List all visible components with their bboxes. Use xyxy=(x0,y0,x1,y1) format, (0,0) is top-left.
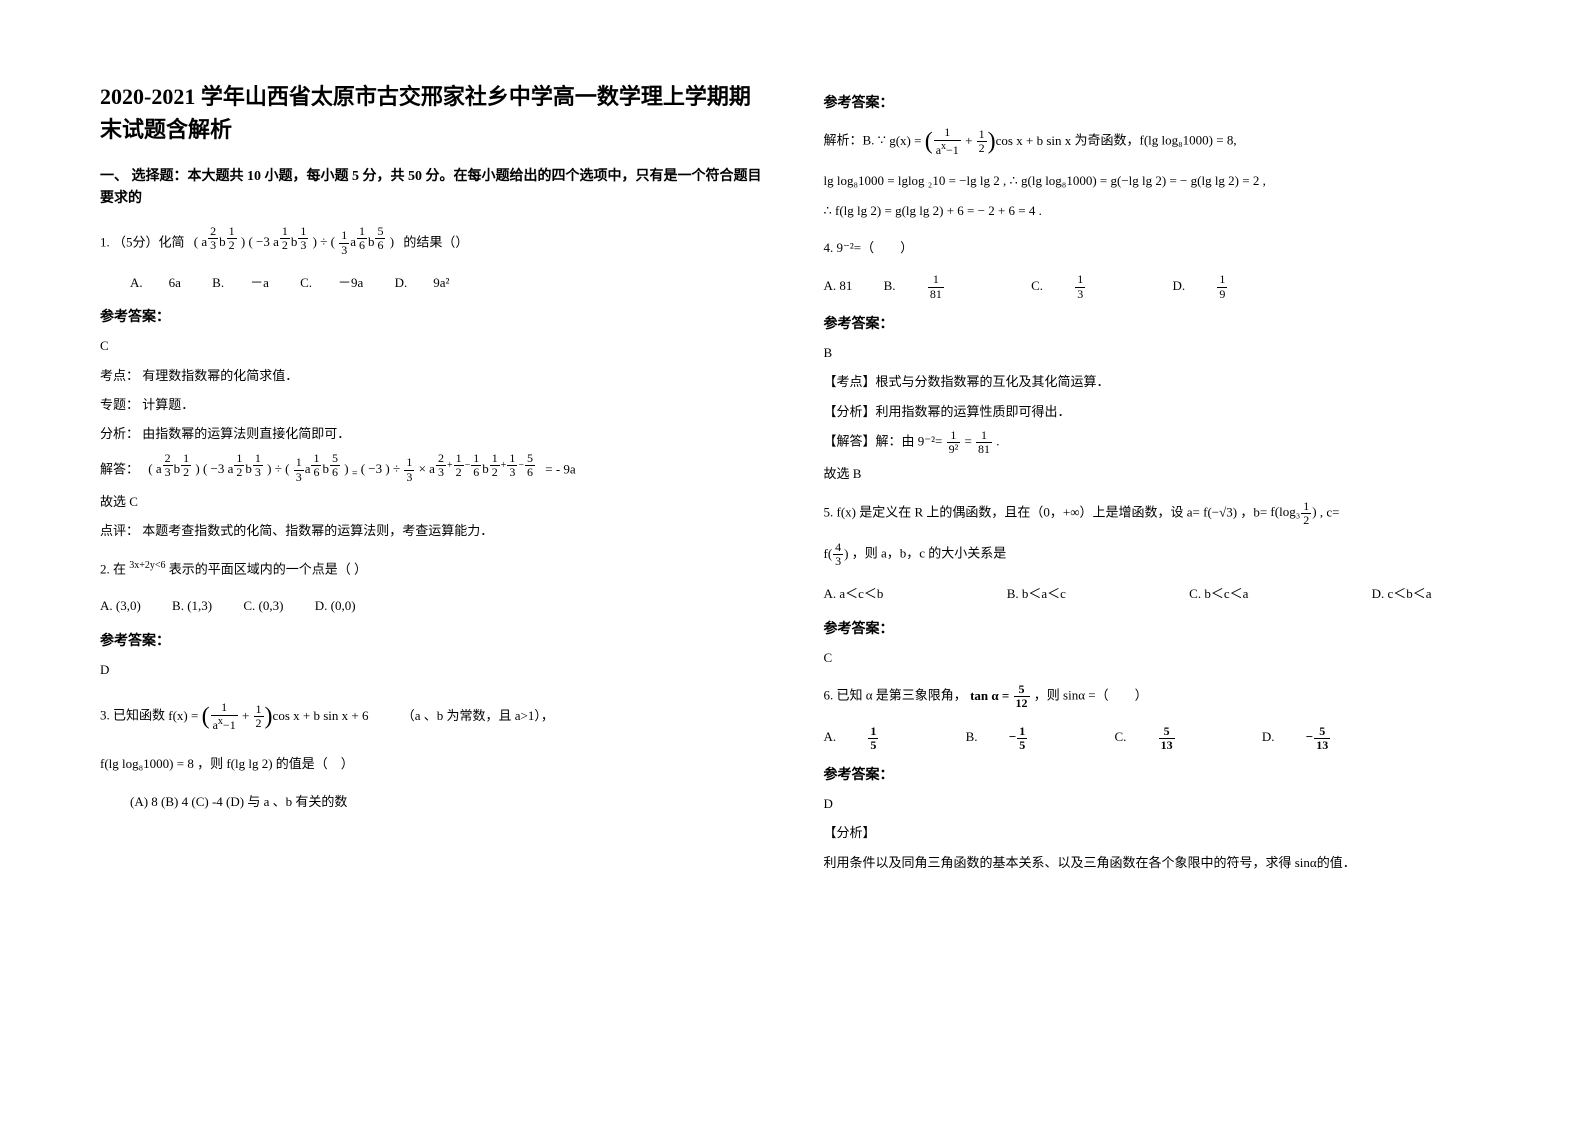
q6-tan-expr: tan α = 512 xyxy=(970,688,1030,703)
q1-solve: 解答： ( a23b12 ) ( −3 a12b13 ) ÷ ( 13a16b5… xyxy=(100,452,764,484)
q4-answer-label: 参考答案： xyxy=(824,313,1488,333)
q6-options: A. 15 B. −15 C. 513 D. −513 xyxy=(824,725,1488,752)
q4-options: A. 81 B. 181 C. 13 D. 19 xyxy=(824,273,1488,300)
question-1: 1. （5分）化简 ( a23b12 ) ( −3 a12b13 ) ÷ ( 1… xyxy=(100,225,764,257)
q5-a-expr: f(−√3) xyxy=(1203,504,1237,519)
q6-optB: B. xyxy=(966,725,978,748)
q4-optB: B. xyxy=(884,274,896,297)
q1-optC: C. －9a xyxy=(300,271,363,294)
q4-point: 【考点】根式与分数指数幂的互化及其化简运算． xyxy=(824,370,1488,393)
q3-sol-gx: g(x) = (1ax−1 + 12)cos x + b sin x xyxy=(889,133,1074,148)
q1-solve-prefix: 解答： xyxy=(100,461,139,476)
q5-b: ，b= xyxy=(1240,504,1267,519)
q3-line2b: ，则 f(lg lg 2) 的值是（ ） xyxy=(197,756,354,771)
section-header: 一、 选择题：本大题共 10 小题，每小题 5 分，共 50 分。在每小题给出的… xyxy=(100,166,764,211)
q2-optA: A. (3,0) xyxy=(100,594,141,617)
q1-prefix: 1. （5分）化简 xyxy=(100,234,185,249)
q2-expr: 3x+2y<6 xyxy=(129,560,165,571)
main-title: 2020-2021 学年山西省太原市古交邢家社乡中学高一数学理上学期期末试题含解… xyxy=(100,80,764,146)
q2-suffix: 表示的平面区域内的一个点是（ ） xyxy=(169,561,367,576)
q5-line2: ，则 a，b，c 的大小关系是 xyxy=(852,546,1007,561)
q3-prefix: 3. 已知函数 xyxy=(100,708,165,723)
q1-comment: 点评： 本题考查指数式的化简、指数幂的运算法则，考查运算能力． xyxy=(100,519,764,542)
q4-solve: 【解答】解：由 9⁻²= 19² = 181 . xyxy=(824,429,1488,456)
q6-optC: C. xyxy=(1114,725,1126,748)
q6-optB-wrap: B. −15 xyxy=(966,725,1084,752)
q2-optB: B. (1,3) xyxy=(172,594,212,617)
q6-prefix: 6. 已知 α 是第三象限角， xyxy=(824,688,967,703)
q2-optD: D. (0,0) xyxy=(315,594,356,617)
q2-answer-label: 参考答案： xyxy=(100,630,764,650)
q3-expr: f(x) = (1ax−1 + 12)cos x + b sin x + 6 xyxy=(168,708,371,723)
q5-options: A. a＜c＜b B. b＜a＜c C. b＜c＜a D. c＜b＜a xyxy=(824,582,1488,605)
question-3: 3. 已知函数 f(x) = (1ax−1 + 12)cos x + b sin… xyxy=(100,695,764,738)
q6-optD: D. xyxy=(1262,725,1275,748)
q6-optD-wrap: D. −513 xyxy=(1262,725,1386,752)
q5-c-expr: f(43) xyxy=(824,546,849,561)
q4-optD: D. xyxy=(1172,274,1185,297)
q4-optC-wrap: C. 13 xyxy=(1031,273,1141,300)
q5-optB: B. b＜a＜c xyxy=(1007,582,1066,605)
q4-analysis: 【分析】利用指数幂的运算性质即可得出． xyxy=(824,400,1488,423)
q1-optB: B. －a xyxy=(212,271,269,294)
q3-sol-line3: ∴ f(lg lg 2) = g(lg lg 2) + 6 = − 2 + 6 … xyxy=(824,199,1488,222)
q4-optD-wrap: D. 19 xyxy=(1172,273,1283,300)
q1-topic: 专题： 计算题． xyxy=(100,393,764,416)
q3-sol-line1: 解析：B. ∵ g(x) = (1ax−1 + 12)cos x + b sin… xyxy=(824,120,1488,163)
q1-analysis: 分析： 由指数幂的运算法则直接化简即可． xyxy=(100,422,764,445)
q1-optA: A. 6a xyxy=(130,271,181,294)
q3-sol1: 解析：B. ∵ xyxy=(824,133,886,148)
question-6: 6. 已知 α 是第三象限角， tan α = 512 ，则 sinα =（ ） xyxy=(824,683,1488,710)
q6-optA: A. xyxy=(824,725,837,748)
q1-optD: D. 9a² xyxy=(395,271,450,294)
question-5: 5. f(x) 是定义在 R 上的偶函数，且在（0，+∞）上是增函数，设 a= … xyxy=(824,500,1488,527)
q1-solve-result: = - 9a xyxy=(545,461,575,476)
q1-answer: C xyxy=(100,334,764,357)
q2-prefix: 2. 在 xyxy=(100,561,126,576)
q4-optC: C. xyxy=(1031,274,1043,297)
q1-suffix: 的结果（） xyxy=(403,234,468,249)
q5-optD: D. c＜b＜a xyxy=(1372,582,1432,605)
q3-line2a: f(lg log₈1000) = 8 xyxy=(100,756,194,771)
question-2: 2. 在 3x+2y<6 表示的平面区域内的一个点是（ ） xyxy=(100,557,764,581)
question-4: 4. 9⁻²=（ ） xyxy=(824,236,1488,259)
q4-optA: A. 81 xyxy=(824,274,853,297)
q5-c: , c= xyxy=(1320,504,1340,519)
q2-answer: D xyxy=(100,658,764,681)
q4-solve-text: 【解答】解：由 9⁻²= xyxy=(824,434,943,449)
q3-sol-line2: lg log₈1000 = lglog ₂10 = −lg lg 2 , ∴ g… xyxy=(824,169,1488,192)
q6-analysis-label: 【分析】 xyxy=(824,821,1488,844)
right-column: 参考答案： 解析：B. ∵ g(x) = (1ax−1 + 12)cos x +… xyxy=(824,80,1488,880)
question-3-line2: f(lg log₈1000) = 8 ，则 f(lg lg 2) 的值是（ ） xyxy=(100,752,764,775)
q5-answer-label: 参考答案： xyxy=(824,618,1488,638)
q6-optC-wrap: C. 513 xyxy=(1114,725,1230,752)
q1-options: A. 6a B. －a C. －9a D. 9a² xyxy=(130,271,764,294)
q3-cond: （a 、b 为常数，且 a>1）， xyxy=(402,708,554,723)
q4-answer: B xyxy=(824,341,1488,364)
q1-answer-label: 参考答案： xyxy=(100,306,764,326)
left-column: 2020-2021 学年山西省太原市古交邢家社乡中学高一数学理上学期期末试题含解… xyxy=(100,80,764,880)
q1-select: 故选 C xyxy=(100,490,764,513)
q5-answer: C xyxy=(824,646,1488,669)
q5-b-expr: f(log₃12) xyxy=(1270,504,1316,519)
q6-analysis: 利用条件以及同角三角函数的基本关系、以及三角函数在各个象限中的符号，求得 sin… xyxy=(824,851,1488,874)
q6-optA-wrap: A. 15 xyxy=(824,725,935,752)
q5-optC: C. b＜c＜a xyxy=(1189,582,1248,605)
q6-answer: D xyxy=(824,792,1488,815)
q4-optB-wrap: B. 181 xyxy=(884,273,1000,300)
q5-prefix: 5. f(x) 是定义在 R 上的偶函数，且在（0，+∞）上是增函数，设 a= xyxy=(824,504,1200,519)
q1-expr: ( a23b12 ) ( −3 a12b13 ) ÷ ( 13a16b56 ) xyxy=(194,234,398,249)
q2-optC: C. (0,3) xyxy=(243,594,283,617)
ans-label-r1: 参考答案： xyxy=(824,92,1488,112)
q3-options: (A) 8 (B) 4 (C) -4 (D) 与 a 、b 有关的数 xyxy=(130,790,764,813)
question-5-line2: f(43) ，则 a，b，c 的大小关系是 xyxy=(824,541,1488,568)
q1-point: 考点： 有理数指数幂的化简求值． xyxy=(100,364,764,387)
q6-answer-label: 参考答案： xyxy=(824,764,1488,784)
q5-optA: A. a＜c＜b xyxy=(824,582,884,605)
q6-suffix: ，则 sinα =（ ） xyxy=(1034,688,1148,703)
q1-solve-expr: ( a23b12 ) ( −3 a12b13 ) ÷ ( 13a16b56 ) … xyxy=(148,461,539,476)
q2-options: A. (3,0) B. (1,3) C. (0,3) D. (0,0) xyxy=(100,594,764,617)
q3-sol1b: 为奇函数，f(lg log₈1000) = 8, xyxy=(1075,133,1237,148)
q4-select: 故选 B xyxy=(824,462,1488,485)
